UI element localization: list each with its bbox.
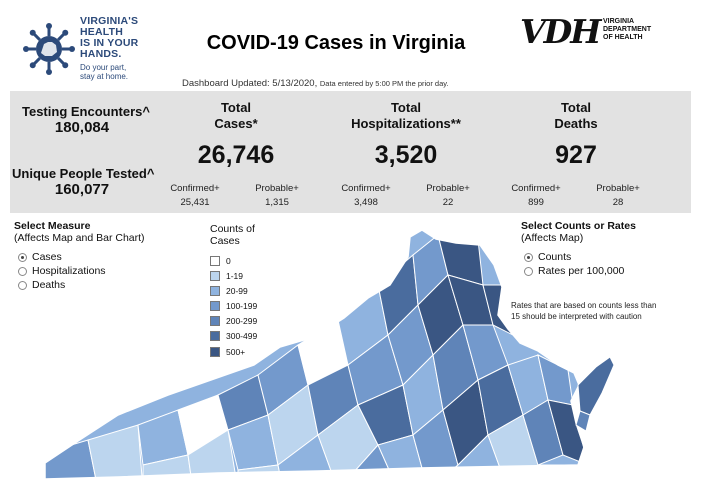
legend-item: 500+: [210, 347, 245, 357]
legend-swatch: [210, 331, 220, 341]
eastern-shore-county[interactable]: [575, 410, 591, 432]
logo-line: HANDS.: [80, 48, 122, 60]
updated-date: Dashboard Updated: 5/13/2020,: [182, 78, 318, 89]
hosp-probable-value: 22: [442, 197, 454, 208]
legend-title: Counts of Cases: [210, 223, 255, 247]
total-hosp-label-2: Hospitalizations**: [351, 116, 461, 131]
measure-option-label: Hospitalizations: [32, 265, 106, 277]
legend-title-line: Counts of: [210, 223, 255, 235]
cases-confirmed-label: Confirmed+: [170, 183, 220, 194]
counts-option-label: Counts: [538, 251, 572, 263]
legend-swatch: [210, 301, 220, 311]
unique-people-value: 160,077: [54, 181, 110, 198]
legend-label: 0: [226, 256, 231, 266]
vdh-mark: VDH: [520, 12, 601, 51]
legend-item: 0: [210, 256, 231, 266]
measure-option-deaths[interactable]: Deaths: [18, 279, 65, 291]
legend-swatch: [210, 347, 220, 357]
logo-line: VIRGINIA'S: [80, 15, 139, 27]
cases-probable-label: Probable+: [255, 183, 299, 194]
legend-item: 300-499: [210, 331, 257, 341]
total-cases-value: 26,746: [197, 141, 275, 169]
legend-item: 200-299: [210, 316, 257, 326]
deaths-probable-label: Probable+: [596, 183, 640, 194]
measure-option-label: Cases: [32, 251, 62, 263]
legend-swatch: [210, 316, 220, 326]
total-deaths-value: 927: [555, 141, 597, 169]
hosp-confirmed-value: 3,498: [354, 197, 378, 208]
vdh-logo-line: DEPARTMENT: [603, 26, 652, 33]
vdh-logo-line: OF HEALTH: [603, 34, 643, 41]
updated-note: Data entered by 5:00 PM the prior day.: [319, 79, 449, 88]
measure-option-hospitalizations[interactable]: Hospitalizations: [18, 265, 106, 277]
page-title: COVID-19 Cases in Virginia: [206, 32, 466, 54]
option-rates-per-100000[interactable]: Rates per 100,000: [524, 265, 624, 277]
total-cases-label-1: Total: [220, 100, 252, 115]
eastern-shore-county[interactable]: [577, 356, 615, 416]
vdh-logo-text: VIRGINIA DEPARTMENT OF HEALTH: [603, 18, 651, 42]
legend-item: 20-99: [210, 286, 248, 296]
select-measure-subtitle: (Affects Map and Bar Chart): [14, 232, 145, 244]
cases-probable-value: 1,315: [265, 197, 289, 208]
hosp-confirmed-label: Confirmed+: [341, 183, 391, 194]
radio-icon[interactable]: [18, 280, 27, 290]
hosp-probable-label: Probable+: [426, 183, 470, 194]
select-measure: Select Measure (Affects Map and Bar Char…: [14, 220, 145, 244]
legend-item: 1-19: [210, 271, 243, 281]
select-counts-rates: Select Counts or Rates (Affects Map): [521, 220, 636, 244]
total-cases-label-2: Cases*: [214, 116, 258, 131]
vdh-logo: VDH VIRGINIA DEPARTMENT OF HEALTH: [520, 14, 660, 50]
legend-title-line: Cases: [210, 235, 240, 247]
dashboard-updated: Dashboard Updated: 5/13/2020, Data enter…: [182, 78, 449, 89]
stats-panel: [10, 91, 691, 213]
legend-label: 1-19: [226, 271, 244, 281]
select-counts-title: Select Counts or Rates: [521, 220, 636, 232]
legend-swatch: [210, 256, 220, 266]
legend-label: 20-99: [226, 286, 248, 296]
legend-label: 200-299: [226, 316, 258, 326]
option-counts[interactable]: Counts: [524, 251, 571, 263]
testing-encounters-label: Testing Encounters^: [22, 104, 150, 119]
legend-swatch: [210, 271, 220, 281]
total-hosp-value: 3,520: [374, 141, 438, 169]
logo-subline: stay at home.: [80, 72, 129, 81]
vdh-logo-line: VIRGINIA: [603, 18, 635, 25]
radio-selected-icon[interactable]: [18, 252, 27, 262]
unique-people-label: Unique People Tested^: [12, 166, 155, 181]
radio-icon[interactable]: [524, 266, 533, 276]
total-deaths-label-1: Total: [560, 100, 592, 115]
total-hosp-label-1: Total: [390, 100, 422, 115]
counts-option-label: Rates per 100,000: [538, 265, 625, 277]
deaths-confirmed-label: Confirmed+: [511, 183, 561, 194]
select-counts-subtitle: (Affects Map): [521, 232, 584, 244]
virginias-health-logo: VIRGINIA'S HEALTH IS IN YOUR HANDS. Do y…: [22, 14, 142, 84]
rates-caution-note: Rates that are based on counts less than…: [511, 301, 657, 321]
state-outline: [44, 229, 585, 480]
measure-option-label: Deaths: [32, 279, 66, 291]
cases-confirmed-value: 25,431: [180, 197, 210, 208]
radio-icon[interactable]: [18, 266, 27, 276]
measure-option-cases[interactable]: Cases: [18, 251, 62, 263]
total-deaths-label-2: Deaths: [554, 116, 598, 131]
radio-selected-icon[interactable]: [524, 252, 533, 262]
logo-line: HEALTH: [80, 26, 124, 38]
select-measure-title: Select Measure: [14, 220, 91, 232]
deaths-confirmed-value: 899: [528, 197, 544, 208]
legend-item: 100-199: [210, 301, 257, 311]
logo-subline: Do your part,: [80, 63, 127, 72]
logo-tagline: VIRGINIA'S HEALTH IS IN YOUR HANDS. Do y…: [80, 15, 139, 82]
virus-icon: [23, 23, 75, 75]
testing-encounters-value: 180,084: [54, 119, 110, 136]
virginia-county-map[interactable]: [18, 225, 618, 490]
logo-line: IS IN YOUR: [80, 37, 139, 49]
deaths-probable-value: 28: [612, 197, 624, 208]
legend-swatch: [210, 286, 220, 296]
legend-label: 300-499: [226, 331, 258, 341]
legend-label: 100-199: [226, 301, 258, 311]
legend-label: 500+: [226, 347, 246, 357]
